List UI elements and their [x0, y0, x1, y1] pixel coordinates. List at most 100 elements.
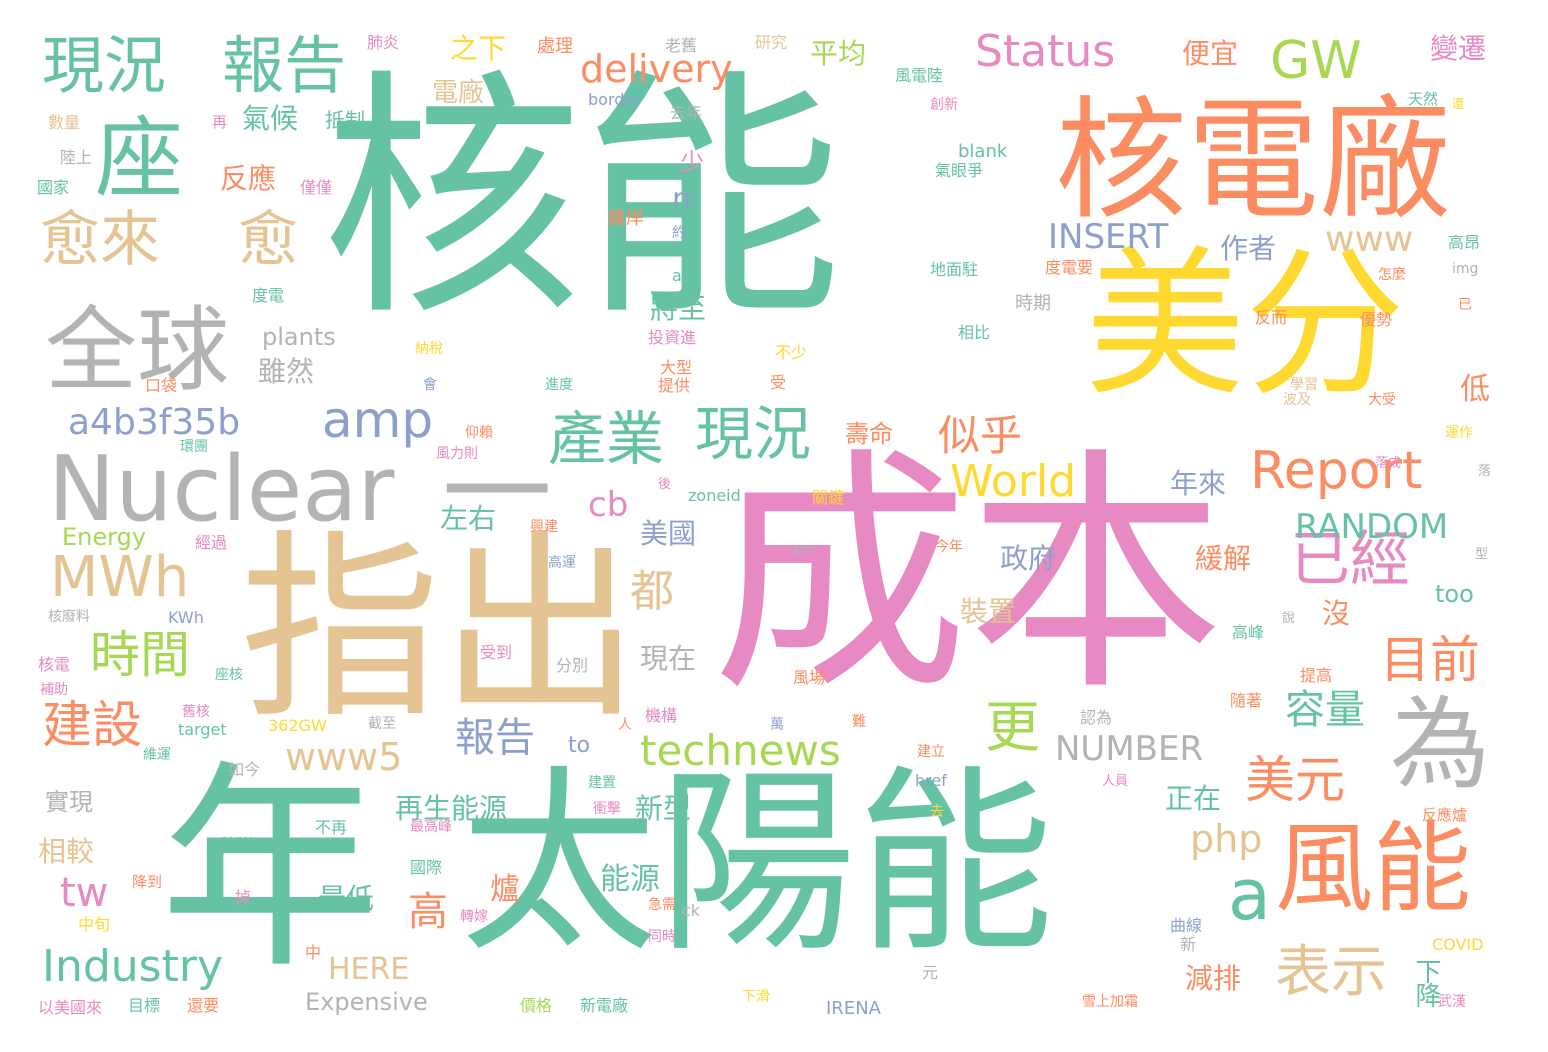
cloud-word-71: 現在 [640, 642, 697, 675]
cloud-word-165: 衝擊 [593, 801, 621, 817]
cloud-word-105: 約 [672, 225, 686, 241]
cloud-word-35: 似乎 [938, 411, 1023, 460]
cloud-word-103: 氣眼爭 [935, 161, 984, 180]
cloud-word-173: 掉 [235, 888, 252, 907]
cloud-word-4: 指出 [240, 513, 641, 746]
cloud-word-53: 變遷 [1430, 32, 1487, 65]
cloud-word-9: 風能 [1275, 812, 1472, 926]
cloud-word-192: 武漢 [1438, 994, 1466, 1010]
cloud-word-to-86: to [568, 733, 591, 758]
cloud-word-62: 壽命 [845, 420, 893, 448]
cloud-word-187: 價格 [520, 996, 553, 1015]
cloud-word-75: 實現 [45, 788, 93, 816]
cloud-word-90: 研究 [755, 33, 788, 52]
cloud-word-number-43: NUMBER [1055, 729, 1204, 769]
cloud-word-80: 減排 [1185, 962, 1242, 995]
cloud-word-180: 中 [305, 943, 322, 962]
cloud-word-142: 核電 [38, 655, 71, 674]
cloud-word-122: 進度 [545, 377, 573, 393]
cloud-word-125: 學習 [1290, 377, 1318, 393]
cloud-word-189: 下滑 [742, 989, 770, 1005]
cloud-word-167: 去 [930, 804, 944, 820]
cloud-word-159: 建立 [917, 744, 945, 760]
cloud-word-120: 口袋 [145, 376, 178, 395]
cloud-word-a-19: a [1228, 854, 1271, 936]
cloud-word-126: 波及 [1283, 392, 1311, 408]
cloud-word-32: 目前 [1380, 631, 1480, 689]
cloud-word-170: 不再 [315, 818, 348, 837]
cloud-word-136: 興建 [530, 519, 558, 535]
cloud-word-116: 優勢 [1360, 310, 1393, 329]
cloud-word-135: 經過 [195, 533, 228, 552]
cloud-word-target-154: target [178, 720, 227, 739]
cloud-word-18: 現況 [695, 400, 812, 468]
cloud-word-31: 建設 [42, 696, 142, 754]
cloud-word-72: 再生能源 [395, 792, 508, 825]
cloud-word-199: 說 [1282, 611, 1296, 626]
cloud-word-nuclear-7: Nuclear [48, 437, 395, 542]
cloud-word-97: 肺炎 [367, 33, 400, 52]
cloud-word-178: 新 [1180, 935, 1197, 954]
cloud-word-random-41: RANDOM [1295, 507, 1449, 547]
cloud-word-61: 將至 [650, 292, 707, 325]
cloud-word-106: 地面駐 [930, 260, 979, 279]
cloud-word-151: 機構 [645, 706, 678, 725]
cloud-word-131: 風力則 [436, 446, 478, 462]
cloud-word-113: 投資進 [648, 328, 697, 347]
cloud-word-161: 維運 [143, 747, 171, 763]
cloud-word-24: 表示 [1275, 940, 1387, 1005]
cloud-word-14: 報告 [222, 29, 347, 102]
cloud-word-155: 萬 [770, 717, 784, 733]
cloud-word-168: 反應爐 [1422, 806, 1468, 824]
cloud-word-69: 裝置 [960, 595, 1017, 628]
cloud-word-110: 時期 [1015, 293, 1051, 314]
cloud-word-81: 下降 [1411, 958, 1441, 1006]
cloud-word-150: 舊核 [182, 704, 210, 720]
cloud-word-195: 已 [1458, 297, 1472, 313]
cloud-word-68: 緩解 [1195, 542, 1252, 575]
cloud-word-16: 愈 [238, 205, 298, 275]
cloud-word-87: 少 [680, 148, 704, 176]
cloud-word-118: 大型 [660, 358, 693, 377]
cloud-word-194: 再 [212, 113, 228, 131]
cloud-word-92: 天然 [1408, 90, 1439, 108]
cloud-word-99: 陸上 [60, 148, 93, 167]
cloud-word-127: 大受 [1368, 392, 1396, 408]
cloud-word-197: 落 [1478, 464, 1492, 479]
cloud-word-174: 轉嫁 [460, 909, 488, 925]
cloud-word-52: 便宜 [1182, 37, 1239, 70]
cloud-word-insert-42: INSERT [1048, 217, 1169, 257]
cloud-word-10: 為 [1390, 686, 1490, 803]
cloud-word-98: 數量 [48, 113, 81, 132]
cloud-word-164: 建置 [588, 775, 616, 791]
cloud-word-status-27: Status [975, 26, 1116, 77]
cloud-word-54: 作者 [1220, 232, 1277, 265]
cloud-word-121: 會 [423, 377, 437, 393]
cloud-word-193: 人 [618, 717, 632, 733]
cloud-word-201: 怎麼 [1378, 267, 1406, 283]
cloud-word-101: 僅僅 [300, 178, 333, 197]
cloud-word-33: 美元 [1245, 751, 1345, 809]
cloud-word-3: 年 [160, 742, 381, 998]
cloud-word-145: 受到 [480, 643, 513, 662]
cloud-word-200: 後 [658, 477, 672, 492]
cloud-word-66: 政府 [1000, 542, 1057, 575]
cloud-word-148: 高峰 [1232, 623, 1265, 642]
cloud-word-51: 平均 [810, 37, 867, 70]
cloud-word-76: 相較 [38, 835, 95, 868]
cloud-word-93: 創新 [930, 97, 958, 113]
cloud-word-technews-29: technews [640, 726, 841, 775]
cloud-word-104: 離岸 [608, 208, 644, 229]
cloud-word-30: 時間 [90, 626, 190, 684]
cloud-word-67: 美國 [640, 517, 697, 550]
cloud-word-1: 成本 [712, 427, 1225, 725]
cloud-word-74: 正在 [1165, 782, 1222, 815]
cloud-word-153: 截至 [368, 716, 396, 732]
cloud-word-avw-169: avw [220, 831, 253, 850]
cloud-word-plants-60: plants [262, 323, 336, 351]
cloud-word-77: 能源 [600, 862, 660, 897]
cloud-word-zoneid-133: zoneid [688, 486, 741, 505]
cloud-word-6: 核電廠 [1055, 84, 1451, 238]
cloud-word-www5-39: www5 [285, 735, 403, 779]
